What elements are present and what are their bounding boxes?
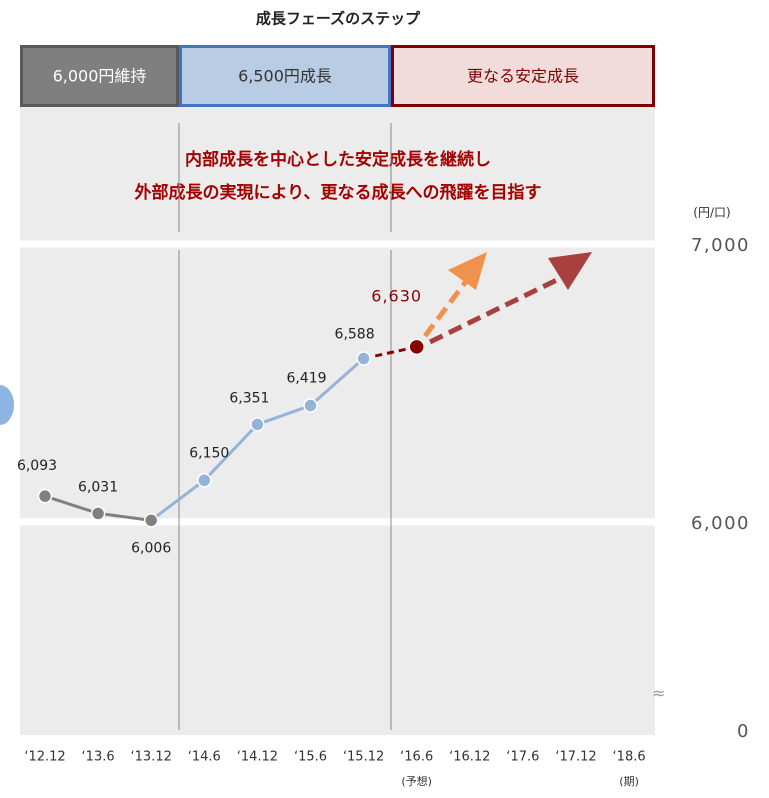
x-tick-label: ‘15.12 [343,750,384,765]
phase-label: 6,500円成長 [238,67,332,86]
x-tick-label: ‘18.6 [613,750,646,765]
x-tick-label: ‘16.12 [449,750,490,765]
x-tick-label: ‘12.12 [24,750,65,765]
data-point [250,417,265,432]
decoration [0,385,14,425]
data-label: 6,351 [229,390,269,406]
line-segment [97,511,152,522]
data-label: 6,588 [335,327,375,343]
data-label: 6,006 [131,540,171,556]
annotation: 内部成長を中心とした安定成長を継続し [185,149,491,170]
data-point [37,488,53,504]
y-tick-label: 6,000 [691,513,750,534]
arrow-head [548,252,592,290]
data-label: 6,150 [189,445,229,461]
line-segment [309,357,365,407]
phase-box [20,45,179,107]
plot-background [20,105,655,735]
data-label: 6,630 [371,286,422,305]
axis-break: ≈ [652,684,665,703]
y-unit: (円/口) [693,206,730,220]
chart-title: 成長フェーズのステップ [256,10,421,28]
line-segment [150,479,206,522]
phase-label: 6,000円維持 [53,67,147,86]
data-label: 6,419 [286,371,326,387]
data-point [408,338,425,356]
x-tick-label: ‘13.12 [131,750,172,765]
x-tick-label: ‘17.12 [555,750,596,765]
arrow [428,273,567,345]
data-point [356,351,371,366]
data-point [90,506,106,521]
arrow-head [448,252,487,290]
phase-box [179,45,391,107]
x-tick-label: ‘17.6 [506,750,539,765]
x-tick-label: ‘14.6 [188,750,221,765]
line-segment [256,404,312,426]
x-tick-label: ‘16.6 [400,750,433,765]
arrow [423,274,472,338]
x-tick-label: ‘14.12 [237,750,278,765]
data-point [197,473,212,488]
x-tick-label: ‘15.6 [294,750,327,765]
line-segment [203,423,259,482]
x-tick-label: ‘13.6 [82,750,115,765]
data-label: 6,093 [17,458,57,474]
data-point [143,513,159,528]
x-tick-note: (予想) [401,774,432,788]
line-segment [363,345,418,361]
data-label: 6,031 [78,479,118,495]
phase-box [391,45,655,107]
data-point [303,398,318,413]
y-tick-label: 7,000 [691,235,750,256]
phase-label: 更なる安定成長 [467,67,579,86]
line-segment [44,494,99,515]
y-tick-label: 0 [737,721,750,742]
x-tick-note: (期) [619,775,639,788]
annotation: 外部成長の実現により、更なる成長への飛躍を目指す [135,182,542,203]
